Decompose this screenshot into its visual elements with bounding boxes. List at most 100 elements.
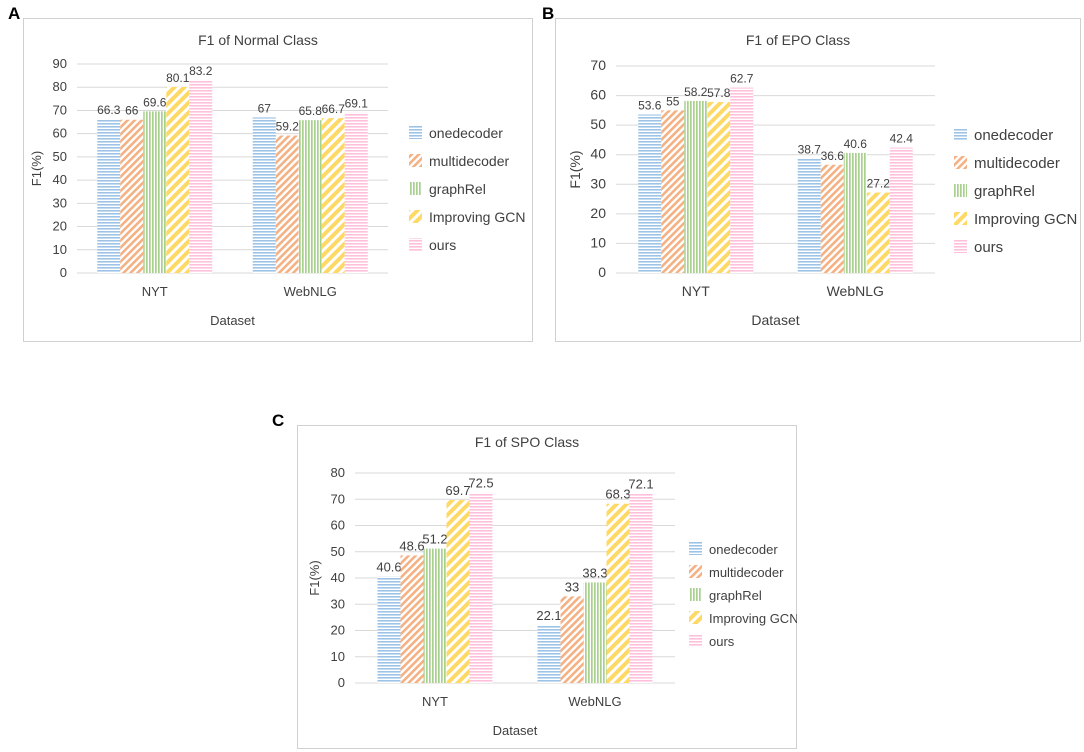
panel-label-a: A	[8, 4, 21, 23]
bar-ours-webnlg	[344, 112, 368, 273]
bar-multidecoder-nyt	[400, 555, 424, 683]
data-label: 72.1	[628, 477, 653, 492]
legend-label-graphrel: graphRel	[974, 183, 1035, 200]
data-label: 83.2	[189, 64, 213, 78]
data-label: 58.2	[684, 85, 708, 99]
y-tick-label: 80	[53, 79, 67, 94]
y-tick-label: 30	[590, 175, 606, 191]
y-tick-label: 80	[331, 465, 345, 480]
y-tick-label: 50	[590, 116, 606, 132]
bar-graphrel-webnlg	[843, 152, 867, 273]
y-tick-label: 40	[53, 172, 67, 187]
data-label: 80.1	[166, 71, 190, 85]
y-tick-label: 60	[590, 87, 606, 103]
legend-swatch-improving-gcn	[689, 611, 702, 624]
data-label: 40.6	[376, 559, 401, 574]
y-tick-label: 30	[331, 596, 345, 611]
bar-ours-nyt	[189, 79, 213, 273]
data-label: 38.7	[798, 143, 822, 157]
y-tick-label: 50	[53, 149, 67, 164]
bar-graphrel-webnlg	[583, 582, 607, 683]
legend-label-graphrel: graphRel	[429, 181, 486, 197]
bar-onedecoder-nyt	[638, 114, 662, 273]
data-label: 67	[258, 101, 272, 115]
panel-label-c: C	[272, 411, 285, 430]
bar-onedecoder-webnlg	[252, 117, 276, 274]
data-label: 68.3	[605, 487, 630, 502]
bar-onedecoder-nyt	[97, 119, 121, 273]
legend-label-ours: ours	[429, 237, 456, 253]
data-label: 40.6	[844, 137, 868, 151]
legend-label-improving-gcn: Improving GCN	[709, 611, 797, 626]
data-label: 57.8	[707, 86, 731, 100]
chart-title: F1 of Normal Class	[198, 32, 318, 48]
y-tick-label: 10	[590, 234, 606, 250]
legend-label-improving-gcn: Improving GCN	[974, 211, 1077, 228]
y-tick-label: 30	[53, 195, 67, 210]
data-label: 33	[565, 579, 579, 594]
y-tick-label: 70	[590, 57, 606, 73]
chart-spo-class: F1 of SPO Class 0 10 20 30 40 50 60 70 80 F1(%) 40.…	[297, 425, 797, 749]
data-label: 38.3	[582, 565, 607, 580]
data-label: 36.6	[821, 149, 845, 163]
data-label: 69.1	[345, 97, 369, 111]
y-tick-label: 10	[331, 649, 345, 664]
legend-label-improving-gcn: Improving GCN	[429, 209, 525, 225]
bar-improving-gcn-webnlg	[321, 118, 345, 273]
y-tick-label: 60	[331, 518, 345, 533]
panel-label-b: B	[542, 4, 555, 23]
data-label: 22.1	[536, 608, 561, 623]
bar-onedecoder-nyt	[377, 576, 401, 683]
bar-multidecoder-webnlg	[275, 135, 299, 273]
y-tick-label: 40	[331, 570, 345, 585]
bar-ours-webnlg	[629, 493, 653, 683]
legend-swatch-onedecoder	[409, 126, 422, 139]
bar-graphrel-webnlg	[298, 120, 322, 273]
bar-multidecoder-nyt	[661, 110, 685, 273]
chart-title: F1 of SPO Class	[475, 434, 579, 450]
data-label: 42.4	[890, 132, 914, 146]
data-label: 66	[125, 104, 139, 118]
bar-ours-nyt	[469, 492, 493, 683]
data-label: 53.6	[638, 98, 662, 112]
legend-label-ours: ours	[709, 634, 735, 649]
data-label: 51.2	[422, 532, 447, 547]
y-tick-label: 0	[598, 264, 606, 280]
data-label: 65.8	[299, 104, 323, 118]
y-tick-label: 60	[53, 126, 67, 141]
bar-improving-gcn-webnlg	[606, 503, 630, 683]
legend-label-multidecoder: multidecoder	[709, 565, 784, 580]
legend-swatch-graphrel	[689, 588, 702, 601]
data-label: 55	[666, 94, 680, 108]
bar-onedecoder-webnlg	[537, 624, 561, 683]
bar-improving-gcn-nyt	[166, 86, 190, 274]
x-tick-label: NYT	[682, 283, 710, 299]
y-tick-label: 0	[338, 675, 345, 690]
bar-ours-webnlg	[889, 147, 913, 273]
y-tick-label: 20	[331, 623, 345, 638]
y-axis-label: F1(%)	[29, 151, 44, 186]
bar-graphrel-nyt	[423, 548, 447, 683]
data-label: 48.6	[399, 538, 424, 553]
bar-graphrel-nyt	[143, 111, 167, 273]
legend-swatch-graphrel	[954, 184, 967, 197]
bar-onedecoder-webnlg	[797, 158, 821, 273]
chart-title: F1 of EPO Class	[746, 32, 850, 48]
legend-label-graphrel: graphRel	[709, 588, 762, 603]
bar-improving-gcn-nyt	[707, 102, 731, 273]
bar-improving-gcn-webnlg	[866, 192, 890, 273]
x-tick-label: NYT	[142, 284, 168, 299]
data-label: 66.3	[97, 103, 121, 117]
legend-label-multidecoder: multidecoder	[974, 155, 1060, 172]
data-label: 69.6	[143, 95, 167, 109]
chart-frame	[297, 425, 797, 749]
x-tick-label: WebNLG	[827, 283, 884, 299]
legend-swatch-onedecoder	[954, 128, 967, 141]
x-tick-label: NYT	[422, 694, 448, 709]
legend-label-onedecoder: onedecoder	[974, 127, 1053, 144]
legend-swatch-graphrel	[409, 182, 422, 195]
legend-swatch-multidecoder	[954, 156, 967, 169]
legend-label-multidecoder: multidecoder	[429, 153, 509, 169]
y-tick-label: 20	[53, 219, 67, 234]
legend-label-ours: ours	[974, 239, 1003, 256]
